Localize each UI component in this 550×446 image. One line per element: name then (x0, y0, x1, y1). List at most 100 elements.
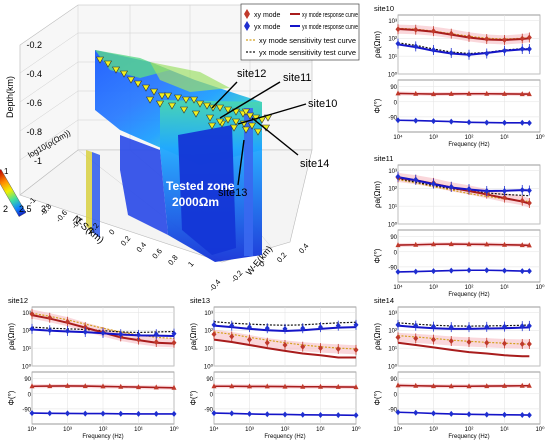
yx-phase-point (136, 410, 141, 417)
phase-tick-label: -90 (22, 407, 31, 413)
station-marker (245, 112, 255, 120)
xy-response-curve (213, 338, 356, 359)
phase-axis-label: Φ(°) (7, 390, 16, 405)
yx-phase-point (413, 409, 419, 416)
depth-tick-label: -1 (34, 156, 42, 166)
yx-rho-point (526, 46, 532, 53)
yx-phase-point (519, 268, 525, 275)
legend-xy-mode-symbol (244, 9, 250, 19)
legend-yx-curve: yx mode response curve (302, 24, 358, 31)
we-tick-label: -0.4 (207, 278, 222, 294)
yx-rho-point (502, 47, 507, 54)
xy-phase-point (413, 382, 419, 388)
xy-rho-point (29, 311, 35, 318)
freq-axis-label: Frequency (Hz) (448, 434, 489, 440)
site-panels: site10 10³ 10² 10¹ 10⁰ 90 0 -90 10⁴ 10³ 10² 10¹ 10⁰ F… (7, 4, 545, 440)
xy-phase-point (118, 383, 124, 389)
thin-slice (244, 108, 253, 256)
we-tick-label: 0 (257, 260, 267, 269)
station-marker (223, 106, 233, 114)
xy-rho-point (502, 194, 507, 201)
yx-rho-point (136, 331, 141, 338)
phase-tick-label: -90 (388, 407, 397, 413)
xy-rho-point (395, 334, 401, 341)
yx-phase-point (65, 410, 70, 417)
station-marker (241, 126, 251, 134)
rho-axis-label: ρa(Ωm) (189, 323, 198, 350)
xy-rho-point (171, 339, 177, 346)
station-marker (163, 92, 173, 100)
xy-phase-point (100, 383, 106, 389)
phase-tick-label: 90 (390, 235, 397, 241)
yx-rho-point (484, 188, 490, 195)
colorbar-tick-1: 1 (4, 167, 9, 176)
yx-phase-point (413, 117, 419, 124)
freq-tick-label: 10⁰ (535, 134, 545, 141)
xy-phase-point (247, 383, 252, 389)
xy-phase-point (519, 382, 525, 388)
xy-phase-point (526, 382, 532, 388)
yx-phase-point (211, 410, 217, 417)
yx-phase-point (171, 410, 177, 417)
slice-edge-blue (92, 152, 100, 238)
slice-green-patch (150, 62, 230, 92)
xy-rho-point (431, 28, 436, 35)
yx-phase-point (47, 410, 53, 417)
station-marker (215, 118, 225, 126)
slice-green-top (95, 50, 170, 78)
site-panel-site13: site13 10³ 10² 10¹ 10⁰ 90 0 -90 10⁴ 10³ 10² 10¹ 10⁰ F… (189, 296, 361, 440)
xy-rho-point (502, 340, 507, 347)
yx-rho-point (502, 188, 507, 195)
rho-tick-label: 10⁰ (388, 222, 398, 229)
yx-rho-point (448, 183, 454, 190)
yx-rho-point (519, 186, 525, 193)
yx-phase-point (431, 118, 436, 125)
yx-phase-point (519, 411, 525, 418)
station-marker (202, 102, 212, 110)
ns-tick-label: -1 (26, 196, 37, 207)
xy-rho-point (282, 341, 288, 348)
freq-tick-label: 10⁰ (535, 426, 545, 433)
station-markers (95, 56, 273, 136)
station-marker (173, 94, 183, 102)
yx-rho-point (519, 46, 525, 53)
xy-rho-point (526, 341, 532, 348)
yx-phase-point (29, 410, 35, 417)
rho-axis-label: ρa(Ωm) (7, 323, 16, 350)
station-marker (167, 102, 177, 110)
site-panel-title: site11 (374, 154, 393, 163)
slice-edge-yellow (86, 150, 92, 232)
freq-axis-label: Frequency (Hz) (82, 434, 123, 440)
rho-tick-label: 10⁰ (204, 364, 214, 371)
station-marker (208, 104, 218, 112)
xy-phase-point (395, 382, 401, 388)
ns-tick-label: 0.4 (135, 240, 149, 254)
rho-tick-label: 10³ (388, 311, 397, 317)
site-panel-site12: site12 10³ 10² 10¹ 10⁰ 90 0 -90 10⁴ 10³ 10² 10¹ 10⁰ F… (7, 296, 179, 440)
station-marker (95, 56, 105, 64)
rho-tick-label: 10¹ (388, 347, 397, 353)
yx-phase-point (466, 411, 472, 418)
xy-rho-point (448, 30, 454, 37)
yx-rho-point (466, 186, 472, 193)
site-panel-site14: site14 10³ 10² 10¹ 10⁰ 90 0 -90 10⁴ 10³ 10² 10¹ 10⁰ F… (373, 296, 545, 440)
phase-tick-label: 0 (394, 250, 398, 256)
yx-phase-point (300, 411, 306, 418)
xy-phase-point (413, 241, 419, 247)
phase-axis-label: Φ(°) (189, 390, 198, 405)
station-marker (247, 122, 257, 130)
station-marker (191, 110, 201, 118)
phase-tick-label: 0 (210, 392, 214, 398)
site-panel-title: site13 (190, 296, 210, 305)
yx-rho-point (318, 324, 323, 331)
phase-tick-label: 90 (390, 377, 397, 383)
freq-tick-label: 10⁴ (209, 426, 219, 433)
yx-phase-point (264, 411, 270, 418)
yx-rho-point (431, 180, 436, 187)
xy-rho-point (335, 345, 341, 352)
legend-yx-mode-symbol (244, 21, 250, 31)
station-marker (229, 124, 239, 132)
xy-phase-point (526, 91, 532, 97)
tested-zone-label: Tested zone (166, 179, 235, 193)
